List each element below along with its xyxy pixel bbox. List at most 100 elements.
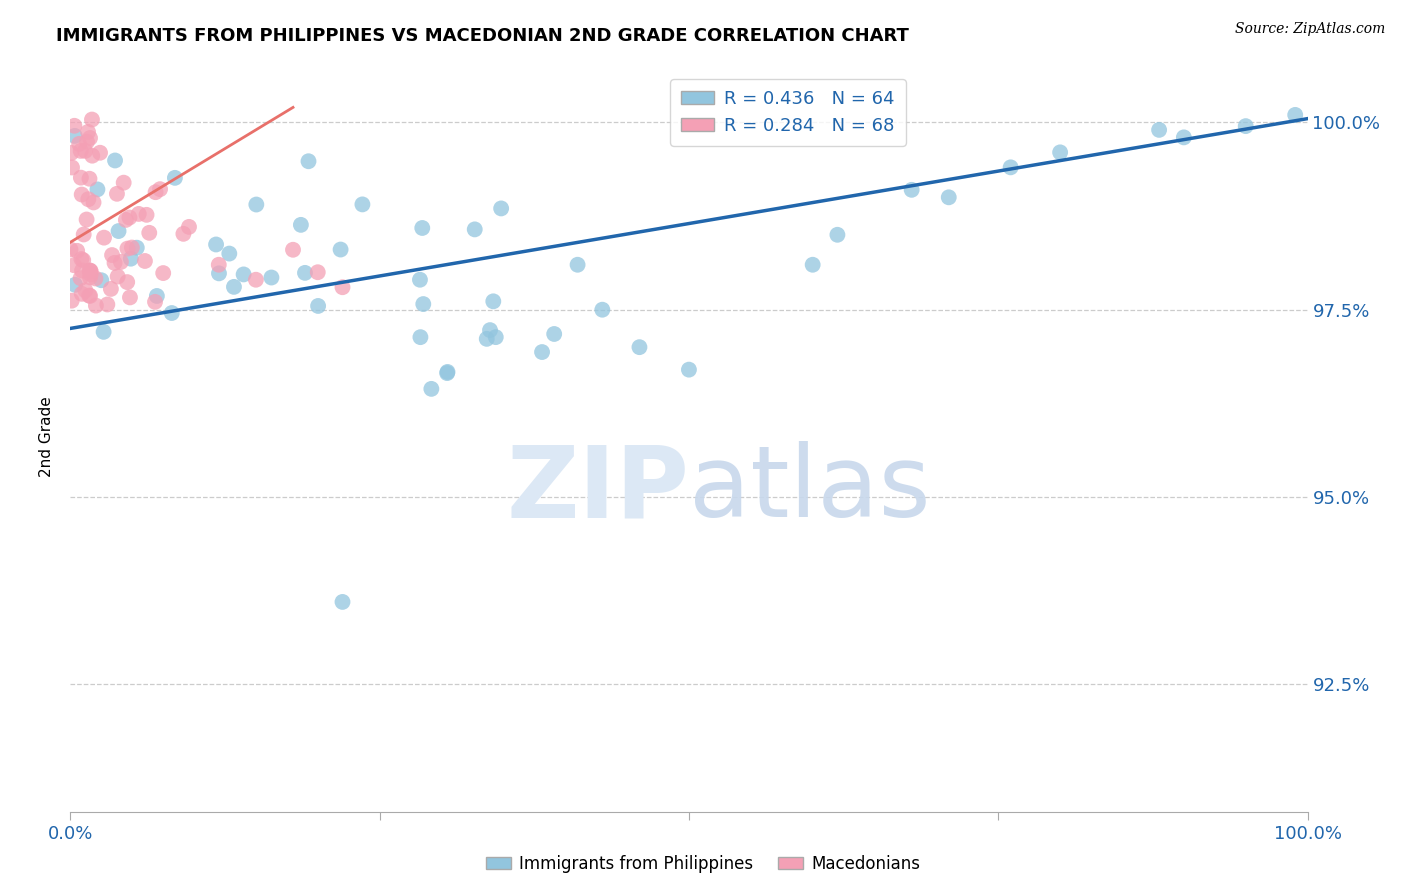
Point	[135, 208, 157, 222]
Point	[63, 258, 86, 272]
Point	[75, 283, 97, 297]
Point	[118, 290, 141, 304]
Point	[163, 170, 186, 185]
Point	[70, 263, 93, 277]
Point	[138, 226, 160, 240]
Text: atlas: atlas	[689, 441, 931, 538]
Point	[409, 273, 432, 287]
Point	[79, 270, 101, 285]
Point	[1284, 108, 1306, 122]
Point	[479, 323, 502, 337]
Point	[218, 246, 240, 260]
Point	[63, 277, 86, 292]
Point	[96, 297, 118, 311]
Point	[80, 267, 103, 281]
Point	[90, 273, 112, 287]
Point	[76, 135, 98, 149]
Point	[409, 330, 432, 344]
Point	[297, 154, 319, 169]
Point	[208, 266, 231, 280]
Point	[307, 299, 329, 313]
Point	[79, 131, 101, 145]
Point	[245, 197, 267, 211]
Point	[63, 119, 86, 133]
Point	[900, 183, 922, 197]
Point	[117, 242, 139, 256]
Point	[77, 192, 100, 206]
Point	[938, 190, 960, 204]
Point	[125, 241, 148, 255]
Point	[104, 153, 127, 168]
Point	[82, 149, 104, 163]
Point	[60, 145, 83, 160]
Point	[1049, 145, 1071, 160]
Point	[152, 266, 174, 280]
Point	[1173, 130, 1195, 145]
Point	[89, 145, 111, 160]
Point	[482, 294, 505, 309]
Point	[485, 330, 508, 344]
Point	[72, 253, 94, 268]
Point	[208, 258, 231, 272]
Point	[79, 263, 101, 277]
Point	[70, 170, 93, 185]
Point	[591, 302, 613, 317]
Point	[281, 243, 304, 257]
Point	[77, 288, 100, 302]
Point	[1000, 161, 1022, 175]
Point	[67, 136, 90, 151]
Point	[420, 382, 443, 396]
Point	[531, 345, 554, 359]
Point	[128, 207, 150, 221]
Point	[1234, 119, 1257, 133]
Point	[489, 202, 512, 216]
Point	[79, 264, 101, 278]
Point	[107, 269, 129, 284]
Point	[436, 366, 458, 380]
Point	[100, 282, 122, 296]
Point	[260, 270, 283, 285]
Y-axis label: 2nd Grade: 2nd Grade	[39, 397, 55, 477]
Point	[118, 211, 141, 225]
Point	[59, 243, 82, 257]
Point	[75, 144, 97, 158]
Point	[177, 219, 200, 234]
Point	[436, 365, 458, 379]
Point	[66, 244, 89, 258]
Point	[801, 258, 824, 272]
Point	[93, 325, 115, 339]
Point	[110, 255, 132, 269]
Point	[160, 306, 183, 320]
Point	[93, 230, 115, 244]
Point	[105, 186, 128, 201]
Point	[412, 297, 434, 311]
Point	[245, 273, 267, 287]
Point	[80, 112, 103, 127]
Point	[79, 263, 101, 277]
Point	[352, 197, 374, 211]
Point	[332, 280, 354, 294]
Point	[115, 213, 138, 227]
Point	[84, 271, 107, 285]
Point	[475, 332, 498, 346]
Point	[222, 280, 245, 294]
Point	[464, 222, 486, 236]
Legend: R = 0.436   N = 64, R = 0.284   N = 68: R = 0.436 N = 64, R = 0.284 N = 68	[671, 79, 905, 145]
Point	[73, 227, 96, 242]
Legend: Immigrants from Philippines, Macedonians: Immigrants from Philippines, Macedonians	[479, 848, 927, 880]
Point	[172, 227, 194, 241]
Point	[60, 293, 83, 308]
Point	[69, 144, 91, 158]
Point	[83, 195, 105, 210]
Point	[120, 252, 142, 266]
Point	[567, 258, 589, 272]
Point	[63, 128, 86, 143]
Point	[107, 224, 129, 238]
Point	[69, 271, 91, 285]
Text: IMMIGRANTS FROM PHILIPPINES VS MACEDONIAN 2ND GRADE CORRELATION CHART: IMMIGRANTS FROM PHILIPPINES VS MACEDONIA…	[56, 27, 910, 45]
Point	[411, 221, 433, 235]
Point	[86, 182, 108, 196]
Point	[145, 185, 167, 199]
Point	[294, 266, 316, 280]
Point	[70, 187, 93, 202]
